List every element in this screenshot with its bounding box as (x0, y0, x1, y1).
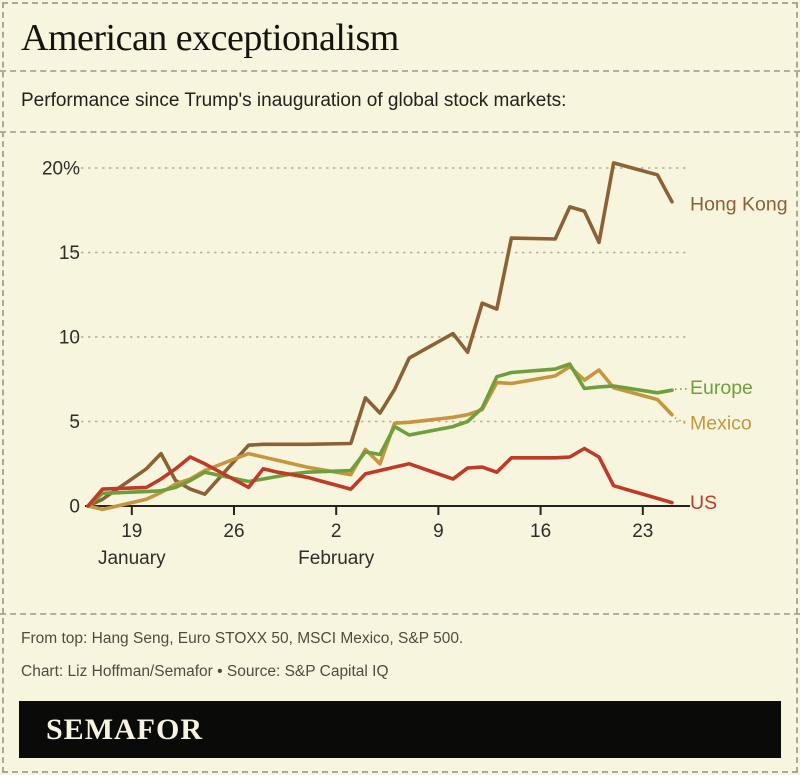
y-axis-label-0: 0 (69, 497, 80, 518)
series-label-europe: Europe (690, 377, 753, 399)
series-line-us (86, 446, 674, 508)
page-title: American exceptionalism (21, 17, 399, 59)
x-tick-label-2: 2 (331, 521, 342, 542)
y-axis-label-10: 10 (59, 328, 80, 349)
subtitle-separator (0, 131, 800, 133)
month-label-january: January (98, 548, 166, 569)
x-tick-label-16: 16 (530, 521, 551, 542)
title-separator (0, 70, 800, 72)
x-tick-label-19: 19 (121, 521, 142, 542)
y-axis-label-20%: 20% (42, 159, 80, 180)
chart-footnote: From top: Hang Seng, Euro STOXX 50, MSCI… (21, 630, 464, 647)
series-label-us: US (690, 492, 717, 514)
x-tick-label-23: 23 (632, 521, 653, 542)
x-tick-label-9: 9 (433, 521, 444, 542)
chart-subtitle: Performance since Trump's inauguration o… (21, 90, 567, 111)
series-line-hong-kong (86, 161, 674, 508)
chart-area: 20% 15 10 5 0 19 26 2 9 16 23 January February Hong K… (0, 132, 800, 612)
y-axis-label-15: 15 (59, 243, 80, 264)
x-tick-label-26: 26 (223, 521, 244, 542)
semafor-logo-bar: SEMAFOR (19, 701, 781, 758)
label-leader-mexico (674, 417, 688, 426)
chart-credit: Chart: Liz Hoffman/Semafor • Source: S&P… (21, 663, 389, 680)
series-line-europe (86, 362, 674, 508)
month-label-february: February (298, 548, 375, 569)
footer-separator (0, 613, 800, 615)
series-label-mexico: Mexico (690, 412, 752, 434)
series-label-hong-kong: Hong Kong (690, 193, 788, 215)
stock-performance-line-chart: 20% 15 10 5 0 19 26 2 9 16 23 January February Hong K… (42, 159, 788, 570)
y-axis-label-5: 5 (69, 412, 80, 433)
semafor-wordmark: SEMAFOR (46, 713, 203, 746)
